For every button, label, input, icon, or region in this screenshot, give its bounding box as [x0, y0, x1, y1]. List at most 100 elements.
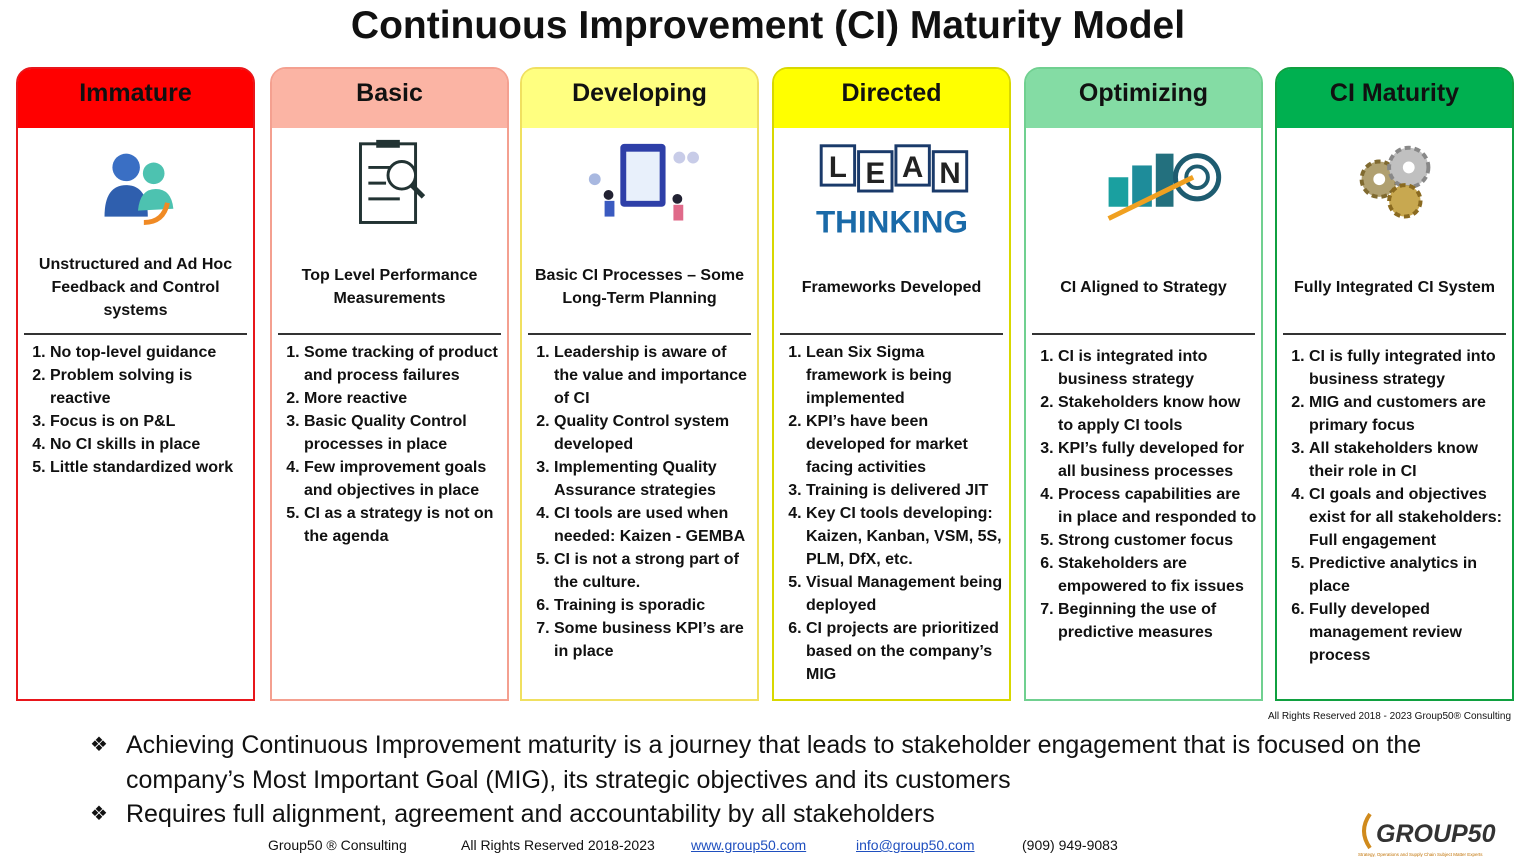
divider	[278, 333, 501, 335]
icon-part	[376, 139, 400, 148]
column-header: CI Maturity	[1277, 69, 1512, 128]
column: CI Maturity Fully Integrated CI System CI …	[1275, 67, 1514, 701]
footer-company: Group50 ® Consulting	[268, 837, 407, 853]
icon-tile	[819, 144, 857, 187]
icon-letter: E	[865, 157, 885, 190]
icon	[359, 139, 426, 224]
bullet: Requires full alignment, agreement and a…	[90, 797, 1446, 832]
list-item: Stakeholders are empowered to fix issues	[1058, 552, 1257, 598]
list-item: Focus is on P&L	[50, 410, 249, 433]
list-item: Strong customer focus	[1058, 529, 1257, 552]
icon: L E A N THINKING	[816, 144, 969, 239]
column-header: Directed	[774, 69, 1009, 128]
list-item: Key CI tools developing: Kaizen, Kanban,…	[806, 502, 1005, 571]
icon-part	[673, 204, 684, 221]
icon-letter: L	[829, 151, 847, 184]
list-item: Basic Quality Control processes in place	[304, 410, 503, 456]
column-header: Optimizing	[1026, 69, 1261, 128]
list-item: MIG and customers are primary focus	[1309, 391, 1508, 437]
icon-part	[1402, 161, 1415, 174]
icon-part	[626, 151, 660, 201]
column: Basic Top Level Performance Measurements S…	[270, 67, 509, 701]
list-item: No top-level guidance	[50, 341, 249, 364]
column: Developing Basic CI Processes – Some Long…	[520, 67, 759, 701]
list-item: CI is not a strong part of the culture.	[554, 548, 753, 594]
divider	[24, 333, 247, 335]
item-list: Lean Six Sigma framework is being implem…	[774, 341, 1005, 686]
icon-letter: A	[902, 151, 923, 184]
divider	[1032, 333, 1255, 335]
list-item: Leadership is aware of the value and imp…	[554, 341, 753, 410]
list-item: Few improvement goals and objectives in …	[304, 456, 503, 502]
logo: GROUP50 Strategy, Operations and Supply …	[1358, 812, 1496, 857]
column-description: Unstructured and Ad Hoc Feedback and Con…	[38, 255, 233, 319]
icon-part	[673, 151, 686, 164]
slide-title: Continuous Improvement (CI) Maturity Mod…	[350, 4, 1186, 47]
column-description: CI Aligned to Strategy	[1060, 278, 1227, 296]
footer-phone: (909) 949-9083	[1022, 837, 1118, 853]
icon-part	[1155, 153, 1174, 207]
icon-part	[1387, 183, 1423, 219]
column: Immature Unstructured and Ad Hoc Feedback…	[16, 67, 255, 701]
icon-part	[409, 183, 426, 199]
list-item: Predictive analytics in place	[1309, 552, 1508, 598]
list-item: Lean Six Sigma framework is being implem…	[806, 341, 1005, 410]
logo-tagline: Strategy, Operations and Supply Chain Su…	[1358, 852, 1483, 857]
list-item: Implementing Quality Assurance strategie…	[554, 456, 753, 502]
icon-part	[672, 193, 683, 204]
icon	[104, 153, 174, 225]
column: Optimizing CI Aligned to Strategy CI is in…	[1024, 67, 1263, 701]
column-header: Developing	[522, 69, 757, 128]
item-list: CI is fully integrated into business str…	[1277, 345, 1508, 667]
icon-part	[1172, 153, 1222, 202]
icon-part	[1132, 165, 1152, 207]
icon-letter: N	[939, 157, 960, 190]
logo-name: GROUP50	[1376, 820, 1496, 848]
list-item: CI projects are prioritized based on the…	[806, 617, 1005, 686]
list-item: Quality Control system developed	[554, 410, 753, 456]
list-item: CI as a strategy is not on the agenda	[304, 502, 503, 548]
item-list: Some tracking of product and process fai…	[272, 341, 503, 548]
divider	[780, 333, 1003, 335]
list-item: Process capabilities are in place and re…	[1058, 483, 1257, 529]
icon-part	[603, 190, 614, 200]
divider	[528, 333, 751, 335]
icon	[1359, 145, 1431, 219]
list-item: Beginning the use of predictive measures	[1058, 598, 1257, 644]
icon-part	[588, 173, 601, 186]
column-header: Immature	[18, 69, 253, 128]
list-item: Fully developed management review proces…	[1309, 598, 1508, 667]
list-item: Visual Management being deployed	[806, 571, 1005, 617]
rights-note: All Rights Reserved 2018 - 2023 Group50®…	[1267, 711, 1511, 722]
list-item: Stakeholders know how to apply CI tools	[1058, 391, 1257, 437]
logo-swoosh	[1362, 812, 1372, 850]
icon	[588, 143, 699, 221]
icon-part	[112, 153, 140, 182]
divider	[1283, 333, 1506, 335]
list-item: KPI’s have been developed for market fac…	[806, 410, 1005, 479]
item-list: CI is integrated into business strategyS…	[1026, 345, 1257, 644]
icon	[1107, 153, 1222, 221]
website-link[interactable]: www.group50.com	[691, 837, 807, 853]
icon-part	[386, 160, 418, 191]
list-item: Little standardized work	[50, 456, 249, 479]
column-header: Basic	[272, 69, 507, 128]
list-item: All stakeholders know their role in CI	[1309, 437, 1508, 483]
icon-part	[142, 162, 165, 185]
icon-caption: THINKING	[816, 204, 968, 239]
icon-part	[104, 185, 148, 217]
icon-part	[1108, 177, 1129, 207]
icon-part	[604, 200, 615, 217]
list-item: KPI’s fully developed for all business p…	[1058, 437, 1257, 483]
icon-part	[687, 151, 699, 164]
column-description: Top Level Performance Measurements	[301, 267, 478, 307]
icon-part	[143, 202, 170, 225]
bullet: Achieving Continuous Improvement maturit…	[90, 728, 1446, 798]
list-item: CI goals and objectives exist for all st…	[1309, 483, 1508, 552]
column: Directed L E A N THINKING Frameworks Developed…	[772, 67, 1011, 701]
list-item: Some tracking of product and process fai…	[304, 341, 503, 387]
item-list: Leadership is aware of the value and imp…	[522, 341, 753, 663]
list-item: More reactive	[304, 387, 503, 410]
email-link[interactable]: info@group50.com	[856, 837, 975, 853]
